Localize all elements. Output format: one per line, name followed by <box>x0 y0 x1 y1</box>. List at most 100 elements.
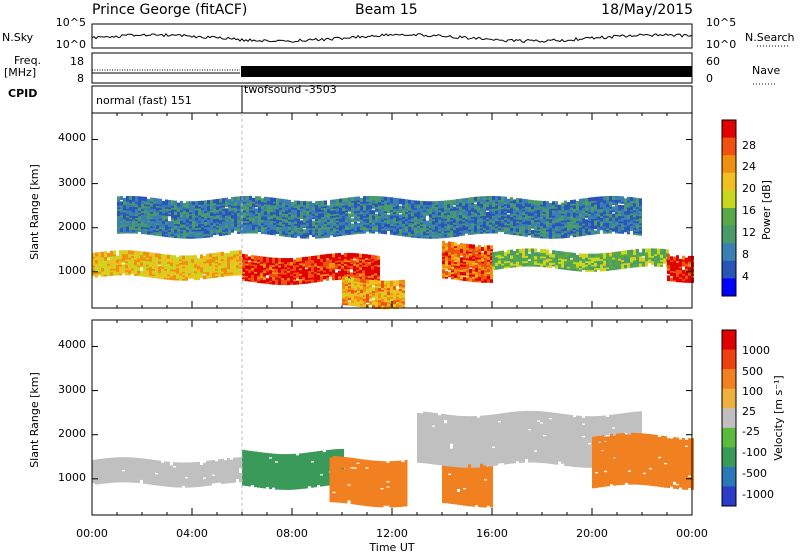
heatmap-cell <box>345 201 348 206</box>
heatmap-cell <box>341 272 344 277</box>
heatmap-cell <box>384 223 387 228</box>
heatmap-cell <box>258 196 261 201</box>
heatmap-cell <box>543 201 546 205</box>
heatmap-cell <box>180 220 183 225</box>
heatmap-cell <box>233 250 236 255</box>
heatmap-cell <box>645 248 648 253</box>
heatmap-cell <box>131 250 134 255</box>
heatmap-cell <box>354 200 357 205</box>
heatmap-cell <box>276 198 279 203</box>
heatmap-cell <box>540 248 543 253</box>
heatmap-cell <box>484 250 487 255</box>
heatmap-cell <box>257 271 260 276</box>
heatmap-cell <box>212 253 215 257</box>
heatmap-cell <box>561 202 564 207</box>
heatmap-cell <box>176 257 179 262</box>
heatmap-cell <box>393 294 396 299</box>
heatmap-cell <box>122 250 125 255</box>
heatmap-cell <box>263 256 266 261</box>
heatmap-cell <box>320 254 323 259</box>
heatmap-cell <box>126 227 129 232</box>
heatmap-cell <box>444 220 447 224</box>
heatmap-cell <box>339 214 342 219</box>
heatmap-cell <box>495 256 498 261</box>
heatmap-cell <box>180 204 183 209</box>
heatmap-cell <box>486 211 489 216</box>
heatmap-cell <box>384 291 387 296</box>
heatmap-cell <box>516 249 519 253</box>
heatmap-cell <box>198 234 201 239</box>
heatmap-cell <box>237 196 240 201</box>
heatmap-cell <box>600 253 603 258</box>
heatmap-cell <box>344 252 347 257</box>
heatmap-cell <box>667 275 670 280</box>
heatmap-cell <box>153 224 156 229</box>
heatmap-cell <box>225 197 228 202</box>
heatmap-cell <box>354 203 357 208</box>
heatmap-cell <box>537 252 540 257</box>
heatmap-cell <box>329 262 332 267</box>
heatmap-cell <box>673 256 676 261</box>
heatmap-cell <box>212 274 215 279</box>
heatmap-cell <box>525 248 528 253</box>
heatmap-cell <box>435 218 438 223</box>
heatmap-cell <box>360 278 363 283</box>
heatmap-cell <box>308 274 311 278</box>
heatmap-cell <box>651 248 654 253</box>
heatmap-cell <box>204 200 207 205</box>
heatmap-cell <box>432 208 435 213</box>
heatmap-cell <box>495 251 498 256</box>
heatmap-cell <box>249 195 252 200</box>
heatmap-cell <box>189 220 192 225</box>
heatmap-cell <box>264 205 267 210</box>
heatmap-cell <box>528 260 531 265</box>
heatmap-cell <box>688 255 691 260</box>
heatmap-cell <box>552 217 555 222</box>
heatmap-cell <box>330 219 333 224</box>
heatmap-cell <box>210 203 213 208</box>
heatmap-cell <box>242 268 245 273</box>
heatmap-cell <box>423 201 426 206</box>
heatmap-cell <box>281 268 284 273</box>
heatmap-cell <box>249 220 252 225</box>
heatmap-cell <box>484 275 487 280</box>
heatmap-cell <box>492 266 495 271</box>
heatmap-cell <box>420 208 423 212</box>
heatmap-cell <box>466 265 469 270</box>
heatmap-cell <box>315 224 318 228</box>
heatmap-cell <box>104 267 107 272</box>
heatmap-cell <box>414 212 417 217</box>
heatmap-cell <box>375 280 378 285</box>
heatmap-cell <box>531 233 534 238</box>
heatmap-cell <box>225 211 228 216</box>
heatmap-cell <box>552 204 555 209</box>
heatmap-cell <box>285 229 288 234</box>
heatmap-cell <box>354 299 357 303</box>
heatmap-cell <box>372 287 375 292</box>
heatmap-cell <box>248 261 251 266</box>
heatmap-cell <box>162 216 165 221</box>
heatmap-cell <box>408 228 411 232</box>
heatmap-cell <box>321 221 324 226</box>
heatmap-cell <box>129 210 132 215</box>
heatmap-cell <box>342 281 345 286</box>
heatmap-cell <box>270 231 273 235</box>
heatmap-cell <box>366 282 369 287</box>
heatmap-cell <box>579 253 582 258</box>
heatmap-cell <box>363 229 366 234</box>
heatmap-cell <box>510 249 513 254</box>
heatmap-cell <box>564 216 567 221</box>
heatmap-cell <box>402 279 405 284</box>
heatmap-cell <box>146 252 149 256</box>
heatmap-cell <box>275 268 278 273</box>
heatmap-cell <box>159 232 162 237</box>
heatmap-cell <box>278 279 281 284</box>
heatmap-cell <box>510 197 513 202</box>
heatmap-cell <box>116 255 119 260</box>
heatmap-cell <box>381 301 384 306</box>
heatmap-cell <box>117 221 120 225</box>
heatmap-cell <box>627 250 630 254</box>
heatmap-cell <box>141 196 144 201</box>
heatmap-cell <box>459 214 462 219</box>
heatmap-cell <box>212 268 215 273</box>
